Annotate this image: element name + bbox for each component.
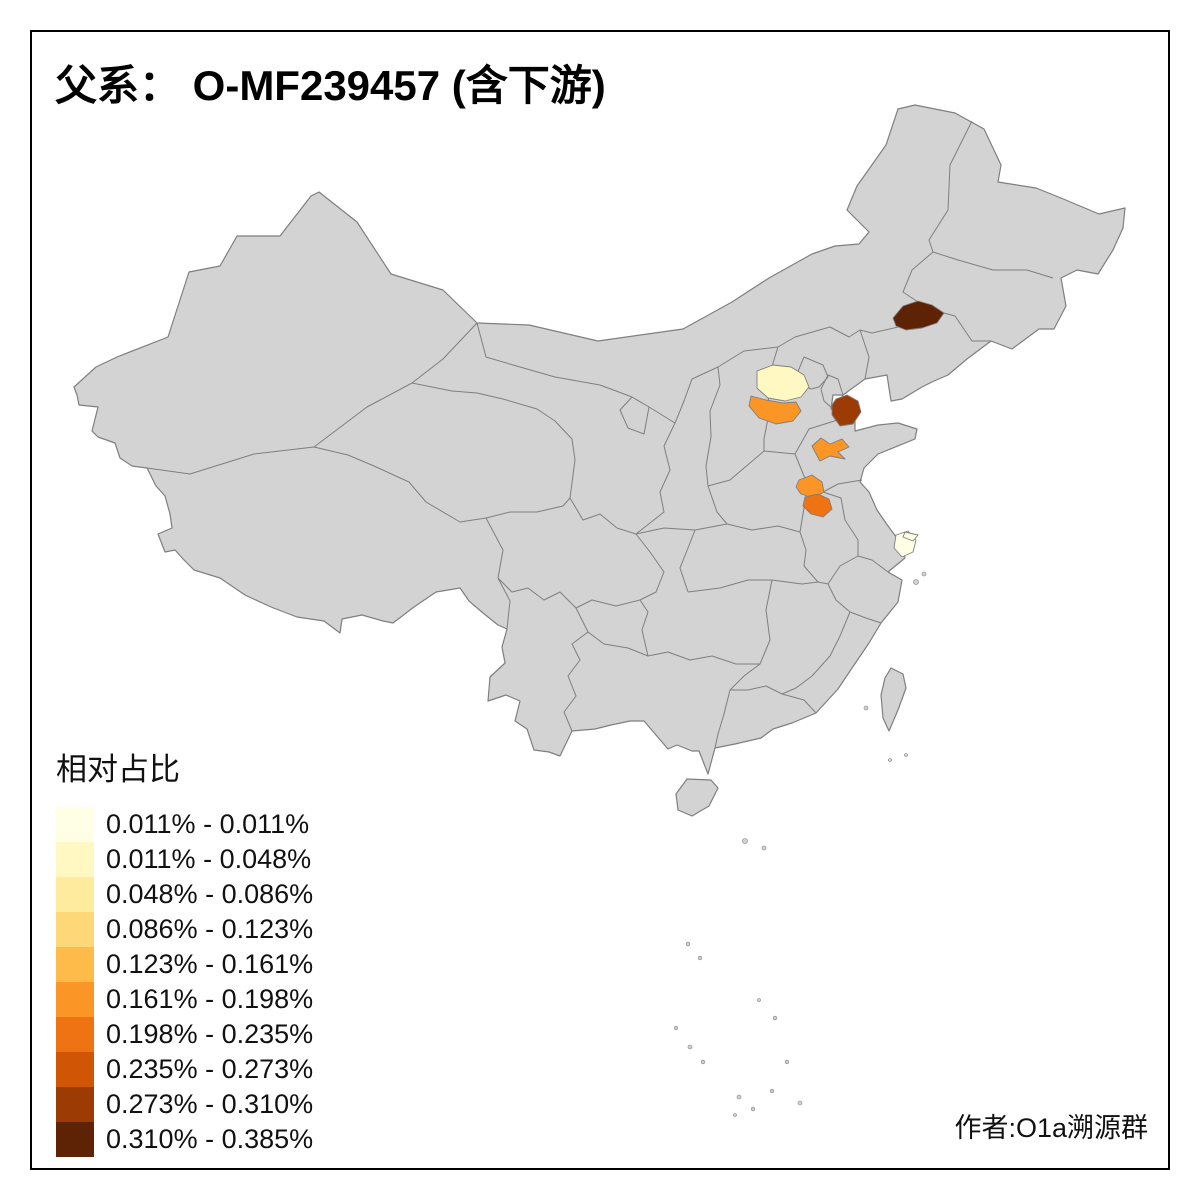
legend-label: 0.198% - 0.235% [106,1019,314,1049]
mainland-outline [73,104,1126,775]
legend-label: 0.123% - 0.161% [106,949,314,979]
map-land-layer [73,104,1126,1117]
legend: 相对占比 0.011% - 0.011% 0.011% - 0.048% 0.0… [56,744,313,1157]
map-border-layer [73,104,1126,1117]
legend-row: 0.273% - 0.310% [56,1087,313,1122]
legend-row: 0.123% - 0.161% [56,947,313,982]
legend-swatch [56,1087,94,1122]
legend-row: 0.086% - 0.123% [56,912,313,947]
legend-swatch [56,1052,94,1087]
map-region-north-jiangsu-lower [802,493,833,518]
legend-row: 0.011% - 0.011% [56,807,313,842]
figure-border [30,30,1170,1170]
sea-islands [673,571,927,1117]
legend-label: 0.086% - 0.123% [106,914,314,944]
map-region-south-jiangsu-islet [902,531,919,542]
legend-swatch [56,912,94,947]
map-region-central-shandong [811,437,850,462]
legend-row: 0.198% - 0.235% [56,1017,313,1052]
author-credit: 作者:O1a溯源群 [954,1113,1148,1143]
legend-swatch [56,1017,94,1052]
legend-row: 0.310% - 0.385% [56,1122,313,1157]
legend-swatch [56,1122,94,1157]
legend-label: 0.161% - 0.198% [106,984,314,1014]
figure-title: 父系： O-MF239457 (含下游) [55,62,606,109]
map-region-northwest-shandong [831,394,862,427]
legend-row: 0.048% - 0.086% [56,877,313,912]
legend-title: 相对占比 [56,752,180,787]
legend-swatch [56,842,94,877]
tianjin-outline [820,374,844,410]
province-borders [146,120,1054,749]
legend-row: 0.161% - 0.198% [56,982,313,1017]
hainan-island [675,778,719,817]
legend-swatch [56,982,94,1017]
legend-row: 0.011% - 0.048% [56,842,313,877]
beijing-outline [793,356,829,390]
highlighted-regions [748,300,945,558]
legend-swatch [56,877,94,912]
legend-label: 0.273% - 0.310% [106,1089,314,1119]
taiwan-island [880,667,907,732]
map-region-hebei-south [748,395,802,425]
legend-swatch [56,947,94,982]
legend-swatch [56,807,94,842]
legend-label: 0.235% - 0.273% [106,1054,314,1084]
map-region-hebei-north [756,364,810,402]
legend-label: 0.310% - 0.385% [106,1124,314,1154]
legend-label: 0.048% - 0.086% [106,879,314,909]
legend-row: 0.235% - 0.273% [56,1052,313,1087]
legend-label: 0.011% - 0.048% [106,844,312,874]
map-region-west-liaoning [892,300,945,331]
legend-label: 0.011% - 0.011% [106,809,310,839]
